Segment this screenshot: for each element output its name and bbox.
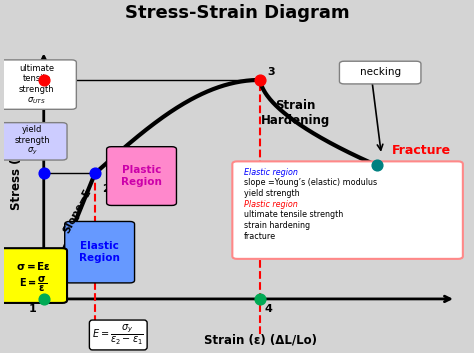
FancyBboxPatch shape [339, 61, 421, 84]
Text: 4: 4 [265, 304, 273, 314]
Text: 2: 2 [102, 184, 109, 194]
Point [40, 296, 47, 302]
Text: ultimate
tensile
strength
$\sigma_{UTS}$: ultimate tensile strength $\sigma_{UTS}$ [19, 64, 55, 106]
Text: Fracture: Fracture [392, 144, 450, 157]
Text: 5: 5 [383, 171, 392, 181]
Text: strain hardening: strain hardening [244, 221, 310, 230]
Text: $\mathbf{\sigma = E\varepsilon}$: $\mathbf{\sigma = E\varepsilon}$ [16, 259, 51, 271]
FancyBboxPatch shape [0, 122, 67, 160]
Text: fracture: fracture [244, 232, 276, 241]
Text: 3: 3 [267, 67, 275, 77]
Text: Plastic
Region: Plastic Region [121, 165, 162, 187]
FancyBboxPatch shape [232, 161, 463, 259]
Text: 1: 1 [28, 304, 36, 314]
Text: yield
strength
$\sigma_y$: yield strength $\sigma_y$ [14, 125, 50, 157]
Title: Stress-Strain Diagram: Stress-Strain Diagram [125, 4, 349, 22]
FancyBboxPatch shape [0, 248, 67, 303]
FancyBboxPatch shape [65, 221, 135, 283]
FancyBboxPatch shape [107, 147, 176, 205]
Text: $E = \dfrac{\sigma_y}{\varepsilon_2 - \varepsilon_1}$: $E = \dfrac{\sigma_y}{\varepsilon_2 - \v… [92, 323, 144, 347]
Text: necking: necking [360, 67, 401, 77]
Point [91, 170, 99, 176]
Text: Strain
Hardening: Strain Hardening [261, 99, 330, 127]
Point [256, 296, 264, 302]
Text: Plastic region: Plastic region [244, 199, 298, 209]
Text: yield strength: yield strength [244, 189, 300, 198]
Text: Stress (F/A): Stress (F/A) [9, 132, 22, 210]
Point [40, 77, 47, 83]
Text: Strain (ε) (ΔL/Lo): Strain (ε) (ΔL/Lo) [204, 334, 317, 347]
Text: slope =Young’s (elastic) modulus: slope =Young’s (elastic) modulus [244, 178, 377, 187]
Text: ultimate tensile strength: ultimate tensile strength [244, 210, 343, 219]
Point [373, 163, 381, 168]
FancyBboxPatch shape [0, 60, 76, 109]
Point [40, 170, 47, 176]
Text: Elastic region: Elastic region [244, 168, 298, 176]
Text: Slope=E: Slope=E [62, 187, 94, 235]
Point [256, 77, 264, 83]
Text: Elastic
Region: Elastic Region [79, 241, 120, 263]
Text: $\mathbf{E = \dfrac{\sigma}{\varepsilon}}$: $\mathbf{E = \dfrac{\sigma}{\varepsilon}… [19, 275, 47, 294]
